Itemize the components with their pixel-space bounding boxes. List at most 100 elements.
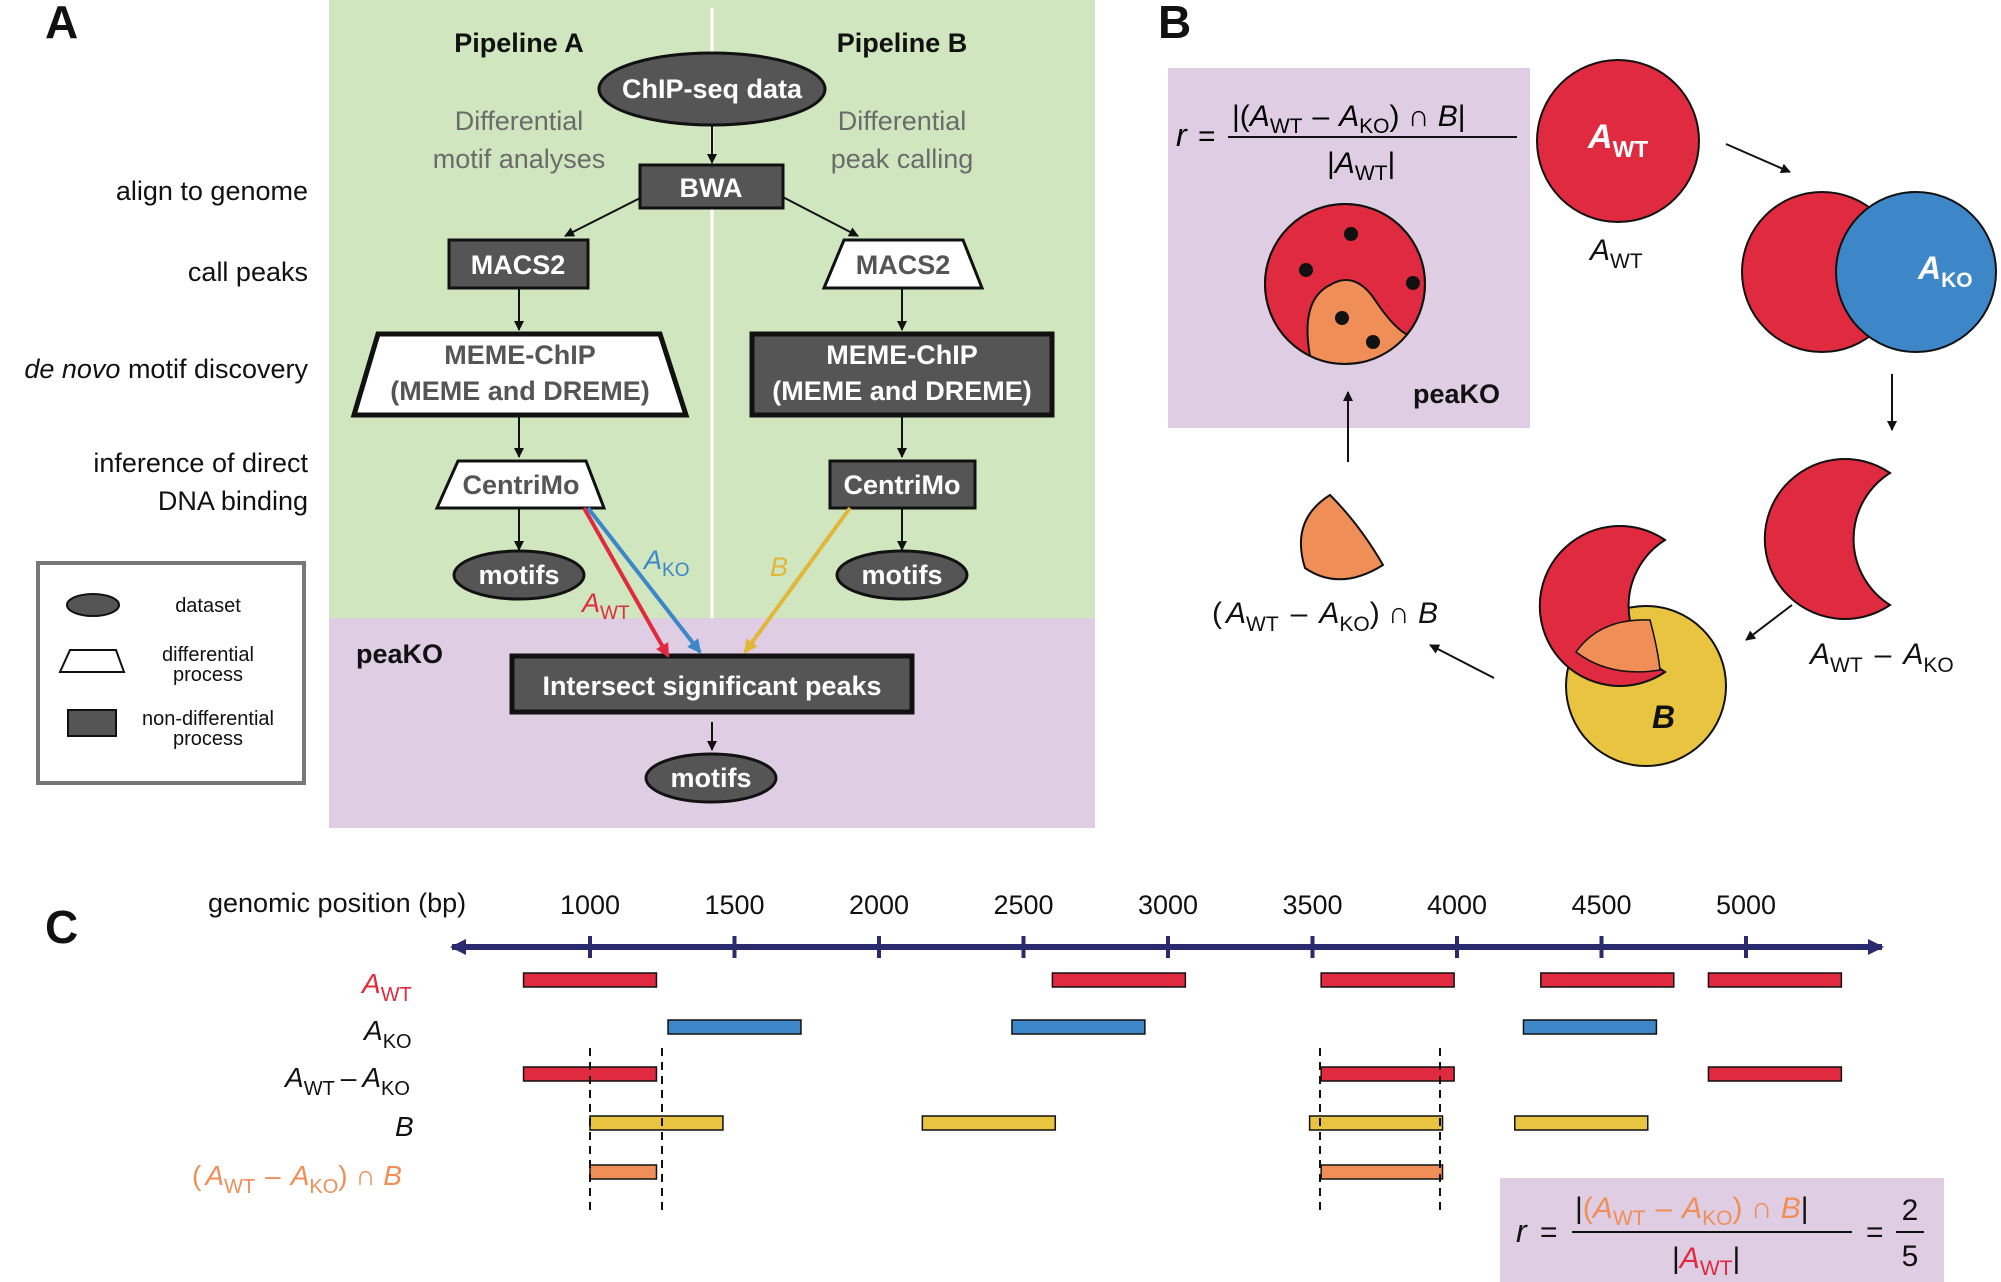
axis-tick-label-5: 3500 xyxy=(1282,890,1342,920)
interval-b-1 xyxy=(921,1115,1057,1131)
awt-circle xyxy=(1536,59,1700,223)
legend-dataset: dataset xyxy=(175,595,241,617)
axis-tick-label-4: 3000 xyxy=(1138,890,1198,920)
macs2-a-label: MACS2 xyxy=(471,250,566,280)
fraction-numerator: 2 xyxy=(1902,1194,1919,1227)
bwa-label: BWA xyxy=(680,173,743,203)
centrimo-b-label: CentriMo xyxy=(844,470,961,500)
axis-tick-label-7: 4500 xyxy=(1571,890,1631,920)
stage-inference-1: inference of direct xyxy=(93,448,308,478)
chipseq-node xyxy=(597,51,827,127)
axis-tick-label-3: 2500 xyxy=(993,890,1053,920)
crescent-b-overlap xyxy=(1574,619,1661,673)
legend-nondifferential-icon xyxy=(67,709,117,737)
chipseq-label: ChIP-seq data xyxy=(622,74,803,104)
formula-b-numerator: |(AWT – AKO) ∩ B| xyxy=(1232,100,1466,138)
stage-align: align to genome xyxy=(116,176,308,206)
stage-inference-2: DNA binding xyxy=(158,486,308,516)
centrimo-a-label: CentriMo xyxy=(463,470,580,500)
centrimo-a-node xyxy=(434,459,607,510)
pipeline-b-desc-2: peak calling xyxy=(831,144,974,174)
meme-b-label-1: MEME-ChIP xyxy=(826,340,978,370)
intersect-label: Intersect significant peaks xyxy=(542,671,881,701)
venn-ako xyxy=(1835,191,1997,353)
cycle-arrow-1 xyxy=(1725,143,1791,173)
wedge-caption: (AWT – AKO) ∩ B xyxy=(1212,597,1438,636)
legend-dataset-icon xyxy=(66,593,120,617)
pipeline-b-desc-1: Differential xyxy=(838,106,967,136)
pipeline-a-desc-1: Differential xyxy=(455,106,584,136)
b-arrow xyxy=(743,506,852,654)
ako-arrow-label: AKO xyxy=(642,545,689,581)
ako-arrow xyxy=(586,506,702,654)
axis-tick-label-8: 5000 xyxy=(1716,890,1776,920)
svg-text:=: = xyxy=(1866,1216,1884,1249)
cycle-arrow-3 xyxy=(1745,604,1793,641)
peako-label-a: peaKO xyxy=(356,639,443,669)
meme-b-label-2: (MEME and DREME) xyxy=(772,376,1032,406)
peak-dots xyxy=(1299,227,1420,349)
interval-intersection-0 xyxy=(589,1164,658,1180)
meme-b-node xyxy=(749,331,1055,418)
cycle-arrow-4 xyxy=(1429,644,1495,679)
formula-box-c xyxy=(1500,1178,1944,1282)
interval-awt-4 xyxy=(1707,972,1843,988)
interval-awt-2 xyxy=(1320,972,1455,988)
legend-differential-1: differential xyxy=(162,644,254,666)
pipeline-a-title: Pipeline A xyxy=(454,28,584,58)
formula-b-denominator: |AWT| xyxy=(1327,147,1395,185)
interval-awt-3 xyxy=(1540,972,1675,988)
centrimo-b-node xyxy=(828,459,977,510)
interval-ako-0 xyxy=(667,1019,802,1035)
interval-awt-minus-ako-1 xyxy=(1320,1066,1455,1082)
pipeline-b-title: Pipeline B xyxy=(837,28,968,58)
macs2-a-node xyxy=(447,238,590,290)
legend-differential-2: process xyxy=(173,664,243,686)
stage-denovo-rest: motif discovery xyxy=(120,354,308,384)
crescent-caption: AWT – AKO xyxy=(1808,638,1954,677)
meme-a-label-2: (MEME and DREME) xyxy=(390,376,650,406)
motifs-final-node xyxy=(644,752,778,804)
motifs-final-label: motifs xyxy=(671,763,752,793)
interval-awt-1 xyxy=(1051,972,1187,988)
motifs-a-node xyxy=(452,549,586,601)
motifs-a-label: motifs xyxy=(479,560,560,590)
legend-nondifferential-1: non-differential xyxy=(142,708,274,730)
wedge-intersection xyxy=(1299,493,1385,581)
interval-awt-0 xyxy=(522,972,658,988)
fraction-denominator: 5 xyxy=(1902,1240,1919,1273)
svg-text:r: r xyxy=(1176,117,1188,153)
awt-circle-label: AWT xyxy=(1587,118,1648,162)
r-formula-c: r = |(AWT – AKO) ∩ B| |AWT| = 2 5 xyxy=(1516,1192,1924,1280)
interval-b-2 xyxy=(1308,1115,1444,1131)
interval-b-0 xyxy=(589,1115,724,1131)
awt-caption: AWT xyxy=(1588,234,1643,273)
bwa-node xyxy=(638,163,785,210)
meme-a-node xyxy=(350,331,690,418)
axis-label: genomic position (bp) xyxy=(208,888,466,918)
formula-c-numerator: |(AWT – AKO) ∩ B| xyxy=(1575,1192,1809,1230)
intersect-node xyxy=(509,653,915,715)
motifs-b-node xyxy=(835,549,969,601)
axis-tick-label-6: 4000 xyxy=(1427,890,1487,920)
awt-arrow-label: AWT xyxy=(580,588,630,624)
intervals xyxy=(522,972,1843,1180)
pipeline-a-desc-2: motif analyses xyxy=(433,144,606,174)
interval-intersection-1 xyxy=(1320,1164,1444,1180)
b-circle-label: B xyxy=(1652,699,1675,735)
meme-a-label-1: MEME-ChIP xyxy=(444,340,596,370)
svg-text:r: r xyxy=(1516,1213,1528,1249)
svg-text:=: = xyxy=(1540,1216,1558,1249)
stage-denovo: de novo motif discovery xyxy=(24,354,308,384)
stage-call-peaks: call peaks xyxy=(188,257,308,287)
interval-b-3 xyxy=(1514,1115,1649,1131)
axis-tick-label-1: 1500 xyxy=(704,890,764,920)
axis-tick-label-2: 2000 xyxy=(849,890,909,920)
axis-ticks: 1000 1500 2000 2500 3000 3500 4000 4500 5000 xyxy=(560,890,1776,958)
row-label-ako: AKO xyxy=(362,1015,412,1053)
r-formula-b: r = |(AWT – AKO) ∩ B| |AWT| xyxy=(1176,100,1517,185)
venn-ako-label: AKO xyxy=(1917,250,1973,292)
interval-ako-1 xyxy=(1011,1019,1146,1035)
row-label-awt-minus-ako: AWT – AKO xyxy=(283,1062,410,1100)
legend-nondifferential-2: process xyxy=(173,728,243,750)
